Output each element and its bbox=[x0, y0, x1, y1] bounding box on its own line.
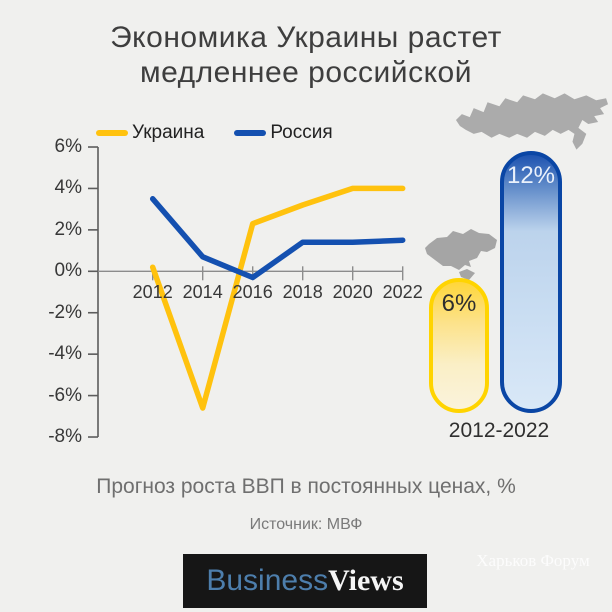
x-tick-label: 2022 bbox=[382, 282, 423, 303]
logo-text-business: Business bbox=[206, 564, 329, 597]
russia-total-pill: 12% bbox=[500, 151, 562, 413]
chart-legend: Украина Россия bbox=[96, 122, 333, 144]
legend-swatch bbox=[96, 130, 128, 136]
y-tick-label: -6% bbox=[48, 384, 82, 406]
legend-swatch bbox=[234, 130, 267, 136]
source-note: Источник: МВФ bbox=[249, 516, 363, 533]
chart-subtitle: Прогноз роста ВВП в постоянных ценах, % bbox=[96, 475, 516, 498]
series-line-ukraine bbox=[149, 185, 406, 411]
ukraine-total-pill: 6% bbox=[429, 278, 489, 413]
legend-item-ukraine: Украина bbox=[96, 122, 204, 144]
x-tick-label: 2018 bbox=[282, 282, 323, 303]
x-tick-label: 2016 bbox=[232, 282, 273, 303]
y-tick-label: -8% bbox=[48, 426, 82, 447]
chart-title: Экономика Украины растет медленнее росси… bbox=[0, 20, 612, 90]
series-line-russia bbox=[149, 196, 406, 281]
businessviews-logo: Business Views bbox=[183, 554, 427, 608]
period-label: 2012-2022 bbox=[448, 419, 550, 442]
y-tick-label: -4% bbox=[48, 343, 82, 365]
x-tick-label: 2012 bbox=[132, 282, 173, 303]
x-tick-label: 2020 bbox=[332, 282, 373, 303]
ukraine-total-value: 6% bbox=[441, 290, 477, 317]
chart-title-line2: медленнее российской bbox=[140, 56, 472, 89]
y-tick-label: 4% bbox=[54, 177, 82, 199]
y-tick-label: 6% bbox=[54, 136, 82, 158]
russia-map-icon bbox=[455, 93, 609, 150]
logo-text-views: Views bbox=[328, 564, 404, 597]
y-tick-label: -2% bbox=[48, 301, 82, 323]
chart-title-line1: Экономика Украины растет bbox=[110, 21, 502, 54]
line-chart bbox=[88, 146, 406, 438]
x-tick-label: 2014 bbox=[182, 282, 223, 303]
y-tick-label: 0% bbox=[54, 260, 82, 282]
legend-label: Россия bbox=[270, 122, 333, 143]
legend-label: Украина bbox=[132, 122, 205, 143]
russia-total-value: 12% bbox=[506, 162, 556, 189]
y-tick-label: 2% bbox=[54, 218, 82, 240]
ukraine-map-icon bbox=[425, 229, 497, 280]
legend-item-russia: Россия bbox=[234, 122, 333, 144]
watermark: Харьков Форум bbox=[476, 551, 590, 570]
